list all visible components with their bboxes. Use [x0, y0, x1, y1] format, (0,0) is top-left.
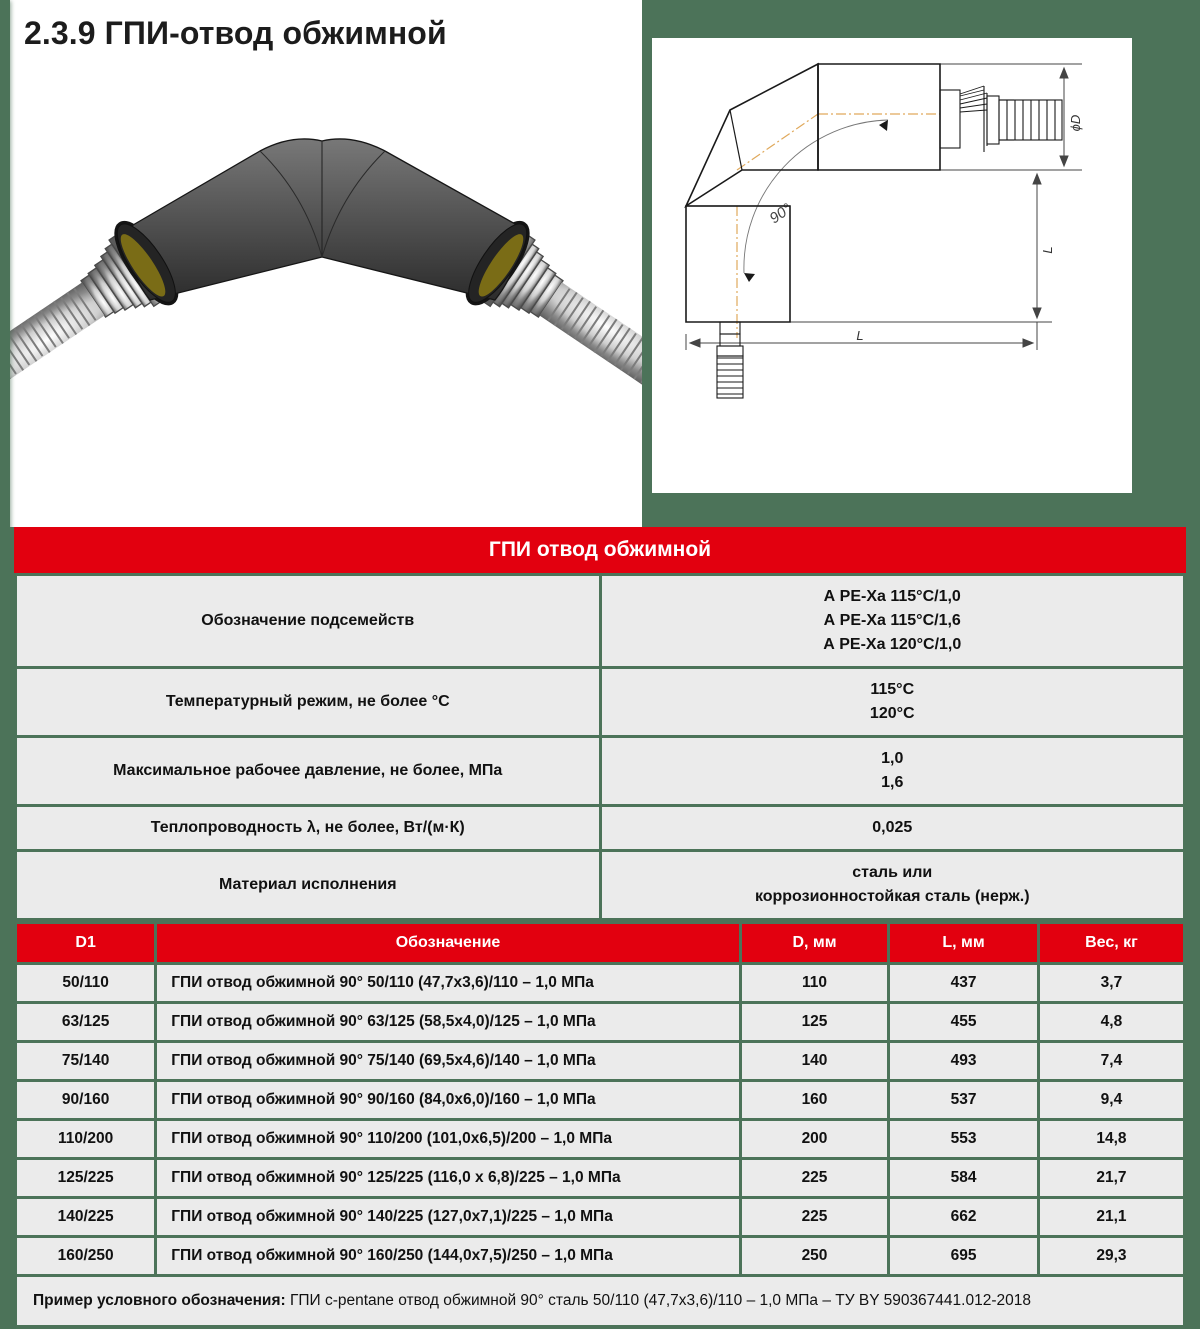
- svg-text:ϕD: ϕD: [1068, 115, 1083, 132]
- svg-text:L: L: [856, 328, 863, 343]
- svg-text:L: L: [1040, 246, 1055, 253]
